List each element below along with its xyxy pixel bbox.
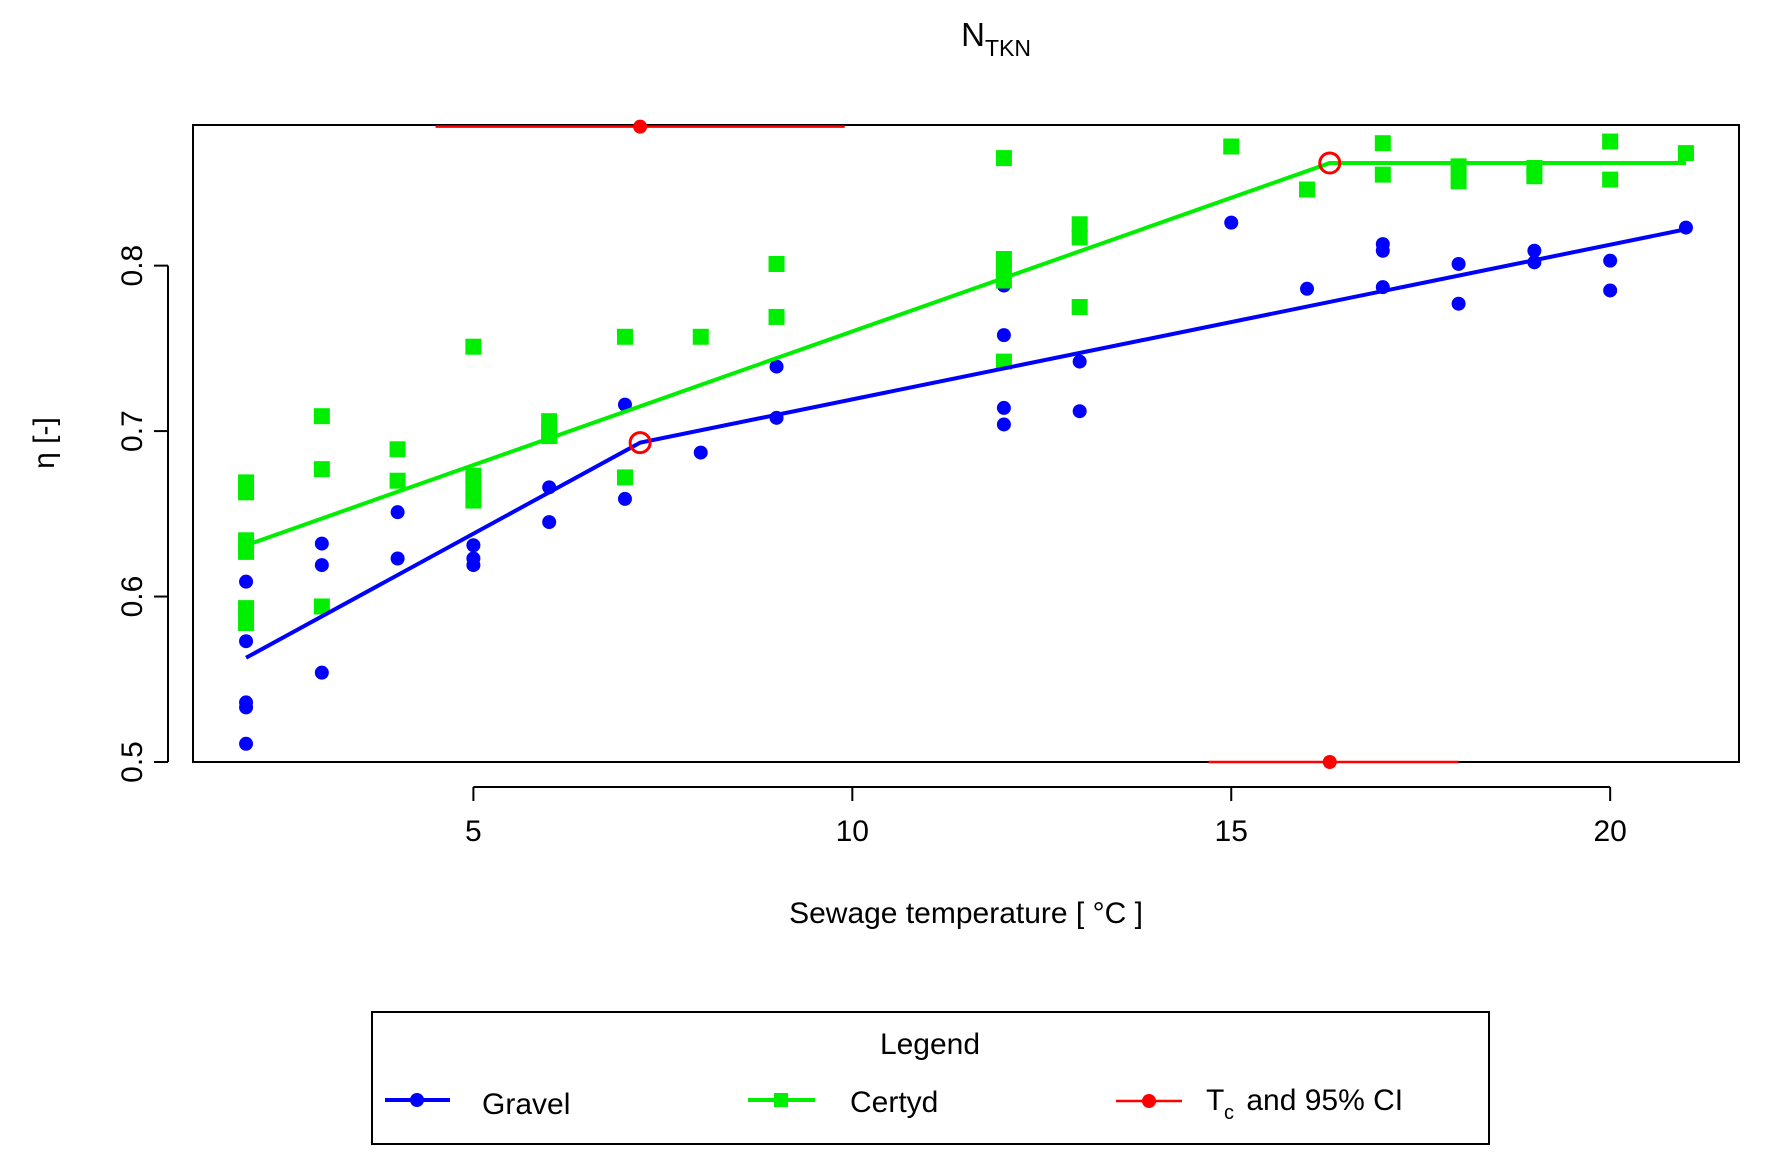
legend-certyd-marker bbox=[774, 1093, 788, 1107]
certyd-point bbox=[465, 338, 482, 355]
x-tick-label: 5 bbox=[465, 815, 482, 848]
y-tick-label: 0.7 bbox=[116, 410, 149, 452]
x-tick-label: 15 bbox=[1215, 815, 1248, 848]
chart-title-subscript: TKN bbox=[985, 35, 1031, 61]
certyd-point bbox=[768, 308, 785, 325]
certyd-fit-line bbox=[245, 161, 1686, 548]
legend-gravel-marker bbox=[410, 1093, 424, 1107]
certyd-point bbox=[238, 600, 255, 617]
gravel-point bbox=[239, 736, 254, 751]
gravel-point bbox=[996, 400, 1011, 415]
gravel-ci-marker bbox=[633, 119, 648, 134]
gravel-point bbox=[314, 558, 329, 573]
gravel-point bbox=[314, 665, 329, 680]
x-axis: 5 10 15 20 bbox=[465, 786, 1627, 848]
certyd-point bbox=[1677, 145, 1694, 162]
gravel-point bbox=[466, 538, 481, 553]
gravel-point bbox=[1072, 354, 1087, 369]
gravel-point bbox=[239, 695, 254, 710]
legend-gravel-label: Gravel bbox=[482, 1088, 570, 1121]
certyd-point bbox=[541, 413, 558, 430]
certyd-point bbox=[995, 150, 1012, 167]
certyd-point bbox=[238, 615, 255, 632]
certyd-point bbox=[1450, 158, 1467, 175]
legend-tc-label-t: T bbox=[1206, 1084, 1224, 1117]
x-tick-label: 20 bbox=[1593, 815, 1626, 848]
certyd-point bbox=[238, 474, 255, 491]
certyd-point bbox=[692, 328, 709, 345]
certyd-point bbox=[465, 481, 482, 497]
gravel-point bbox=[1527, 243, 1542, 258]
gravel-point bbox=[1603, 253, 1618, 268]
certyd-point bbox=[1299, 181, 1316, 198]
gravel-point bbox=[1224, 215, 1239, 230]
certyd-point bbox=[616, 328, 633, 345]
y-tick-label: 0.6 bbox=[116, 576, 149, 618]
gravel-point bbox=[996, 417, 1011, 432]
certyd-point bbox=[1374, 166, 1391, 183]
gravel-point bbox=[1072, 404, 1087, 419]
certyd-point bbox=[1071, 299, 1088, 315]
gravel-point bbox=[542, 515, 557, 530]
certyd-point bbox=[995, 251, 1012, 268]
gravel-point bbox=[1375, 237, 1390, 252]
gravel-point bbox=[1603, 283, 1618, 298]
legend-tc-label-sub: c bbox=[1224, 1102, 1234, 1124]
legend-certyd-label: Certyd bbox=[850, 1086, 938, 1119]
y-axis: 0.5 0.6 0.7 0.8 bbox=[116, 245, 169, 783]
legend-tc-label-rest: and 95% CI bbox=[1238, 1084, 1403, 1117]
legend-box bbox=[371, 1011, 1490, 1145]
certyd-point bbox=[313, 408, 330, 425]
x-tick-label: 10 bbox=[836, 815, 869, 848]
y-tick-label: 0.8 bbox=[116, 245, 149, 287]
gravel-point bbox=[996, 328, 1011, 343]
legend-tc-marker bbox=[1142, 1094, 1156, 1108]
certyd-point bbox=[1602, 133, 1619, 150]
certyd-point bbox=[616, 469, 633, 486]
plot-frame bbox=[192, 124, 1740, 763]
certyd-point bbox=[1071, 229, 1088, 246]
gravel-breakpoint bbox=[628, 431, 652, 455]
gravel-point bbox=[1300, 281, 1315, 296]
y-axis-label: η [-] bbox=[28, 417, 61, 469]
gravel-point bbox=[1451, 256, 1466, 271]
certyd-point bbox=[389, 441, 406, 458]
certyd-point bbox=[1071, 216, 1088, 233]
certyd-point bbox=[389, 472, 406, 489]
legend: Legend Gravel Certyd T c and 95% CI bbox=[371, 1011, 1490, 1145]
gravel-fit-line bbox=[245, 227, 1687, 660]
chart-title: N bbox=[961, 16, 985, 53]
x-axis-label: Sewage temperature [ °C ] bbox=[789, 897, 1143, 930]
certyd-point bbox=[238, 532, 255, 549]
gravel-point bbox=[693, 445, 708, 460]
gravel-point bbox=[314, 536, 329, 551]
gravel-point bbox=[769, 359, 784, 374]
gravel-point bbox=[390, 505, 405, 520]
certyd-point bbox=[768, 255, 785, 272]
certyd-point bbox=[1602, 171, 1619, 188]
y-tick-label: 0.5 bbox=[116, 741, 149, 783]
certyd-breakpoint bbox=[1318, 151, 1342, 175]
gravel-point bbox=[239, 634, 254, 649]
plot-marks bbox=[238, 119, 1694, 769]
certyd-point bbox=[313, 461, 330, 478]
certyd-point bbox=[1374, 135, 1391, 152]
gravel-point bbox=[617, 397, 632, 412]
certyd-point bbox=[1450, 173, 1467, 190]
gravel-point bbox=[390, 551, 405, 566]
gravel-point bbox=[617, 491, 632, 506]
gravel-point bbox=[1451, 296, 1466, 311]
certyd-point bbox=[313, 598, 330, 615]
certyd-point bbox=[1223, 138, 1240, 155]
legend-title: Legend bbox=[880, 1028, 980, 1061]
gravel-point bbox=[466, 551, 481, 566]
certyd-point bbox=[465, 467, 482, 484]
gravel-point bbox=[239, 574, 254, 589]
certyd-ci-marker bbox=[1322, 755, 1337, 769]
gravel-point bbox=[1678, 220, 1693, 235]
